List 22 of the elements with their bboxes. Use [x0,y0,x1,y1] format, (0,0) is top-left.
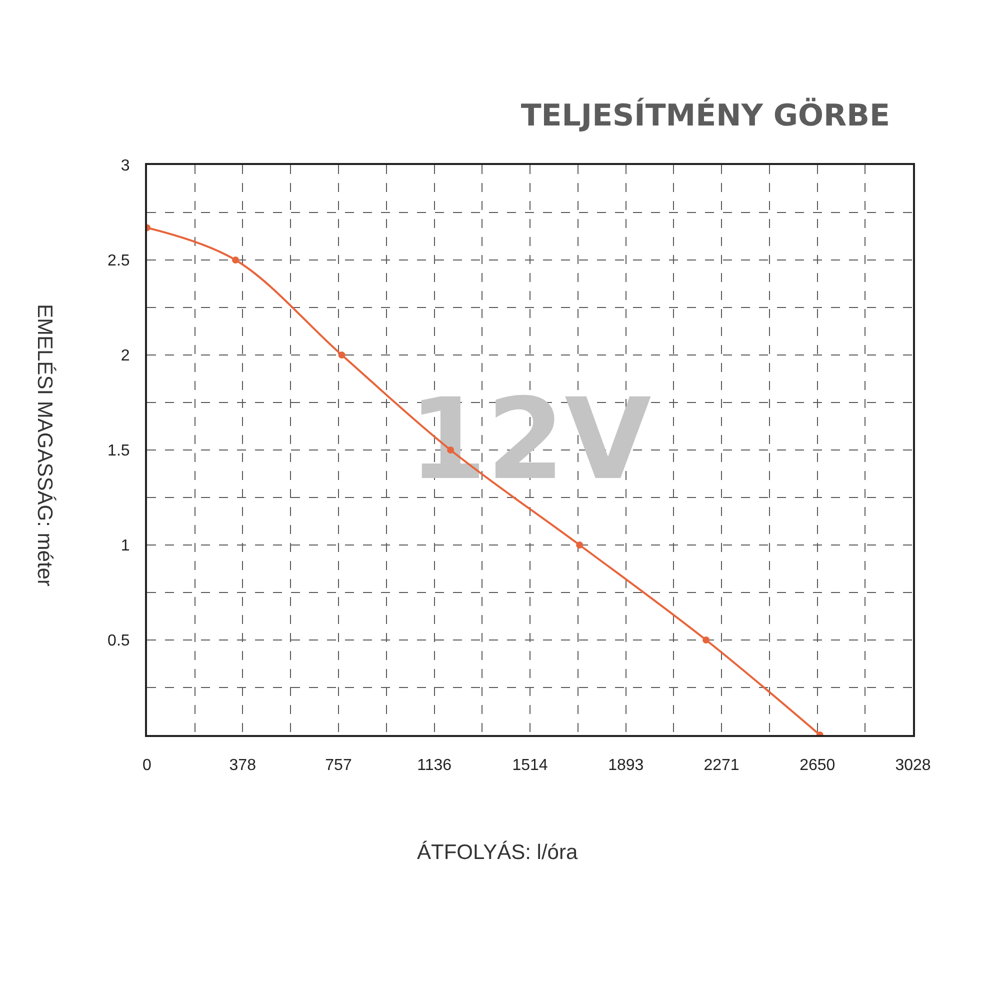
y-tick-label: 3 [120,158,130,175]
x-tick-label: 2271 [704,757,740,774]
x-tick-label: 757 [325,757,352,774]
x-tick-label: 3028 [895,757,931,774]
y-axis-title: EMELÉSI MAGASSÁG: méter [33,304,57,586]
point [338,352,346,358]
chart-title: TELJESÍTMÉNY GÖRBE [520,98,890,134]
x-tick-label: 2650 [800,757,836,774]
x-tick-label: 378 [229,757,256,774]
y-tick-label: 1.5 [108,442,130,460]
y-tick-label: 0.5 [108,632,130,650]
point [576,542,584,548]
x-axis-title: ÁTFOLYÁS: l/óra [417,840,578,864]
point [702,636,710,644]
y-tick-label: 2.5 [108,252,130,270]
x-tick-label: 1136 [417,757,452,774]
x-tick-label: 1514 [512,757,548,774]
y-tick-label: 1 [120,538,130,555]
y-tick-label: 2 [120,348,130,365]
x-tick-label: 0 [142,757,152,774]
x-tick-label: 1893 [608,757,644,774]
point [232,256,240,264]
